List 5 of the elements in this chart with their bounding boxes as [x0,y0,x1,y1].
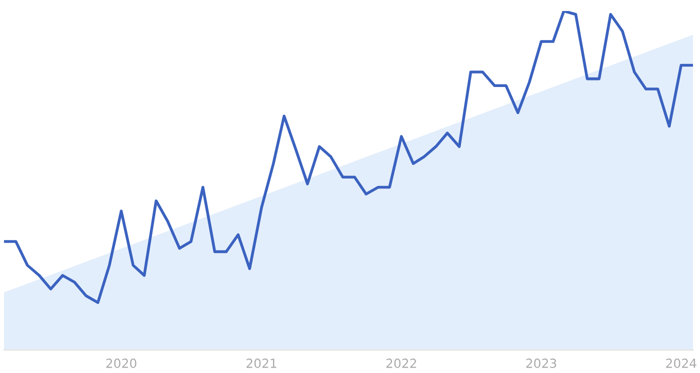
x-tick-label: 2020 [106,358,136,368]
x-tick-label: 2024 [666,358,696,368]
x-tick-label: 2022 [386,358,416,368]
x-tick-label: 2021 [246,358,276,368]
x-tick-label: 2023 [526,358,556,368]
